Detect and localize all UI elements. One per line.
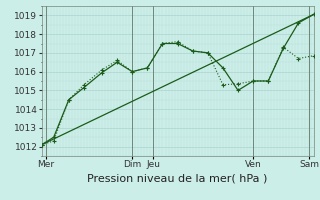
X-axis label: Pression niveau de la mer( hPa ): Pression niveau de la mer( hPa ) bbox=[87, 173, 268, 183]
